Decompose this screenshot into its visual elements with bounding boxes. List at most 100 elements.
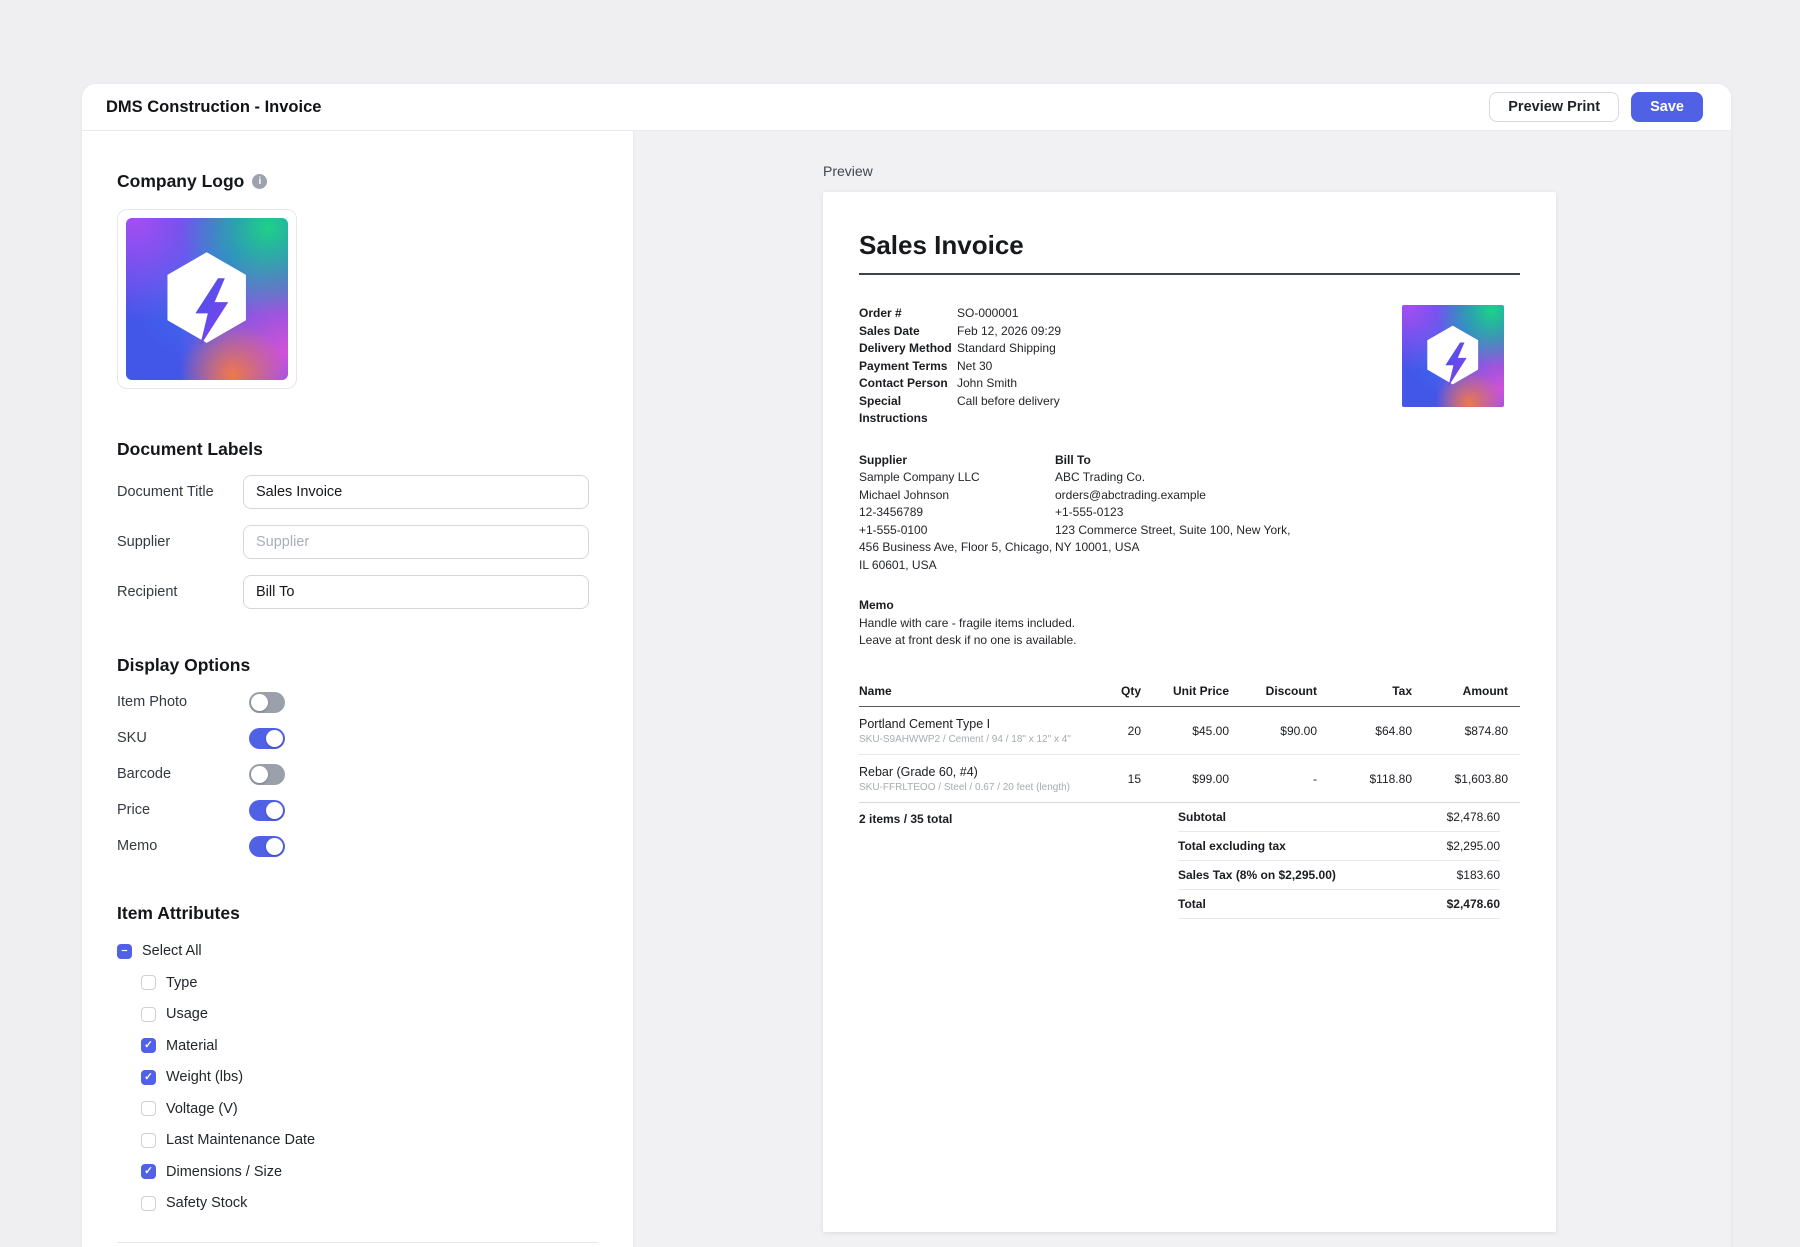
supplier-label: Supplier (117, 534, 171, 550)
type-checkbox[interactable] (141, 975, 156, 990)
item-name: Portland Cement Type I (859, 716, 991, 731)
toggle-row: SKU (117, 727, 598, 749)
toggle-knob (266, 801, 283, 819)
supplier-line: 12-3456789 (859, 505, 924, 519)
item-tax: $64.80 (1375, 723, 1412, 738)
total-value: $2,478.60 (1446, 809, 1500, 824)
settings-panel: Company Logo i Document (82, 131, 634, 1247)
section-divider (117, 1242, 598, 1243)
company-logo-upload[interactable] (117, 209, 297, 389)
checkbox-row: Last Maintenance Date (117, 1132, 598, 1148)
column-header-unit-price: Unit Price (1172, 683, 1229, 698)
meta-label: Special Instructions (859, 393, 928, 426)
total-value: $183.60 (1456, 867, 1500, 882)
document-title-input[interactable] (243, 475, 589, 509)
weight-label: Weight (lbs) (166, 1069, 244, 1085)
item-photo-toggle[interactable] (249, 691, 285, 713)
toggle-row: Item Photo (117, 691, 598, 713)
meta-label: Sales Date (859, 323, 920, 338)
total-row: Total excluding tax $2,295.00 (1178, 832, 1500, 861)
sku-label: SKU (117, 730, 147, 746)
field-row: Recipient (117, 575, 598, 609)
meta-value: Net 30 (957, 358, 993, 373)
supplier-input[interactable] (243, 525, 589, 559)
memo-toggle[interactable] (249, 835, 285, 857)
item-unit-price: $99.00 (1192, 771, 1229, 786)
invoice-preview-card: Sales Invoice Order # SO-000001 Sales Dat… (823, 192, 1556, 1232)
preview-panel: Preview Sales Invoice Order # SO-000001 S… (634, 131, 1731, 1247)
hexagon-bolt-icon (167, 252, 247, 347)
meta-label: Payment Terms (859, 358, 948, 373)
total-label: Total (1178, 896, 1206, 911)
checkbox-row: Usage (117, 1006, 598, 1022)
select-all-label: Select All (142, 943, 202, 959)
weight-checkbox[interactable]: ✓ (141, 1069, 156, 1085)
total-row: Sales Tax (8% on $2,295.00) $183.60 (1178, 861, 1500, 890)
bill-to-heading: Bill To (1055, 452, 1091, 467)
select-all-checkbox[interactable]: − (117, 943, 132, 959)
header-actions: Preview Print Save (1489, 92, 1703, 122)
invoice-title: Sales Invoice (859, 230, 1520, 275)
toggle-knob (251, 693, 268, 711)
document-title-label: Document Title (117, 484, 214, 500)
total-label: Subtotal (1178, 809, 1226, 824)
hexagon-bolt-icon (1427, 325, 1479, 387)
toggle-row: Memo (117, 835, 598, 857)
total-value: $2,295.00 (1446, 838, 1500, 853)
memo-line: Handle with care - fragile items include… (859, 615, 1076, 630)
checkbox-row: ✓ Dimensions / Size (117, 1164, 598, 1180)
column-header-qty: Qty (1120, 683, 1141, 698)
column-header-discount: Discount (1265, 683, 1317, 698)
material-checkbox[interactable]: ✓ (141, 1038, 156, 1053)
column-header-tax: Tax (1392, 683, 1412, 698)
price-toggle[interactable] (249, 799, 285, 821)
column-header-amount: Amount (1462, 683, 1508, 698)
invoice-meta: Order # SO-000001 Sales Date Feb 12, 2026 … (859, 305, 1402, 428)
total-value: $2,478.60 (1446, 896, 1500, 911)
recipient-label: Recipient (117, 584, 178, 600)
toggle-row: Price (117, 799, 598, 821)
dimensions-size-checkbox[interactable]: ✓ (141, 1164, 156, 1179)
item-amount: $1,603.80 (1454, 771, 1508, 786)
item-discount: $90.00 (1280, 723, 1317, 738)
item-amount: $874.80 (1464, 723, 1508, 738)
recipient-input[interactable] (243, 575, 589, 609)
item-qty: 15 (1127, 771, 1141, 786)
info-icon[interactable]: i (252, 173, 268, 189)
supplier-heading: Supplier (859, 452, 908, 467)
toggle-knob (266, 837, 283, 855)
table-row: Portland Cement Type I SKU-S9AHWWP2 / Ce… (859, 707, 1520, 755)
safety-stock-label: Safety Stock (166, 1195, 248, 1211)
page-title: DMS Construction - Invoice (106, 97, 322, 116)
bill-to-line: orders@abctrading.example (1055, 487, 1206, 502)
safety-stock-checkbox[interactable] (141, 1195, 156, 1211)
voltage-checkbox[interactable] (141, 1101, 156, 1116)
voltage-label: Voltage (V) (166, 1100, 238, 1117)
dimensions-size-label: Dimensions / Size (166, 1163, 283, 1180)
meta-value: Standard Shipping (957, 341, 1056, 355)
total-label: Sales Tax (8% on $2,295.00) (1178, 867, 1336, 882)
item-sku: SKU-S9AHWWP2 / Cement / 94 / 18" x 12" x… (859, 733, 1071, 745)
price-label: Price (117, 802, 151, 818)
last-maintenance-date-checkbox[interactable] (141, 1132, 156, 1148)
barcode-toggle[interactable] (249, 763, 285, 785)
memo-line: Leave at front desk if no one is availab… (859, 633, 1077, 647)
usage-checkbox[interactable] (141, 1006, 156, 1022)
checkbox-row: ✓ Material (117, 1038, 598, 1054)
memo-heading: Memo (859, 598, 894, 612)
last-maintenance-date-label: Last Maintenance Date (166, 1132, 316, 1148)
sku-toggle[interactable] (249, 727, 285, 749)
invoice-logo (1402, 305, 1504, 407)
meta-value: Call before delivery (957, 393, 1060, 408)
grand-total-row: Total $2,478.60 (1178, 890, 1500, 919)
toggle-knob (251, 765, 268, 783)
checkbox-row: Type (117, 975, 598, 991)
meta-label: Contact Person (859, 376, 948, 390)
save-button[interactable]: Save (1631, 92, 1703, 122)
supplier-line: Michael Johnson (859, 487, 950, 502)
bill-to-line: +1-555-0123 (1055, 505, 1124, 519)
preview-print-button[interactable]: Preview Print (1489, 92, 1620, 122)
meta-value: John Smith (957, 376, 1018, 390)
item-name: Rebar (Grade 60, #4) (859, 764, 978, 779)
window-header: DMS Construction - Invoice Preview Print… (82, 84, 1731, 131)
